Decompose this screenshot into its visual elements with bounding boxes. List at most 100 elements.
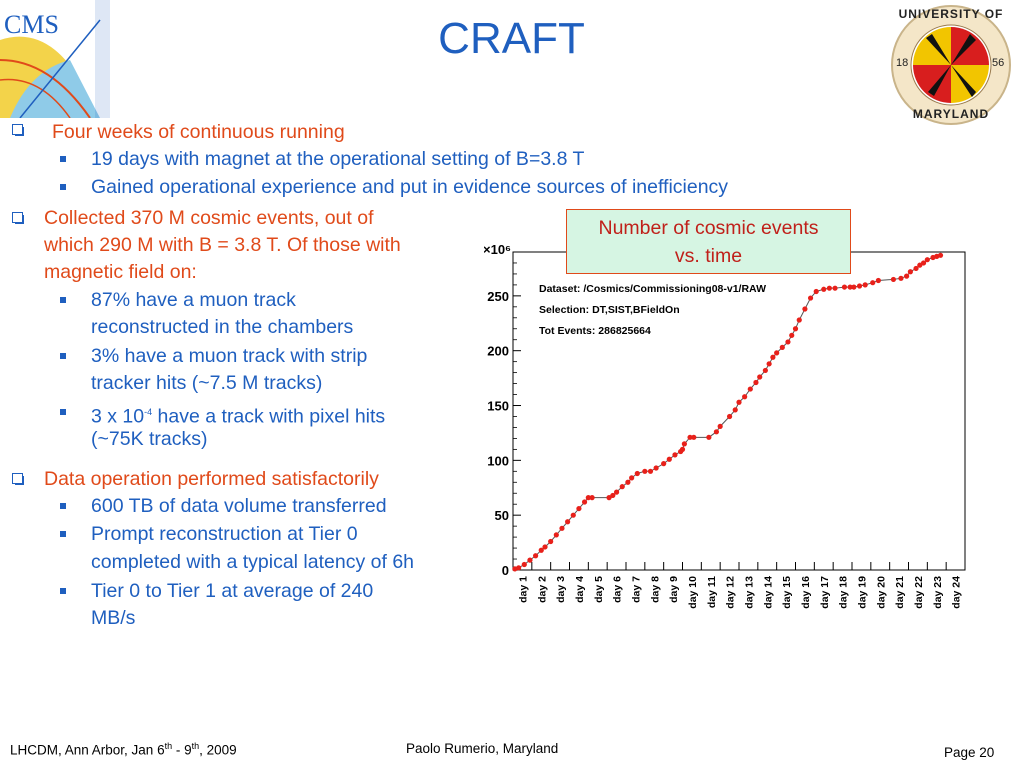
data-point [807, 295, 814, 301]
dataset-info-line: Selection: DT,SIST,BFieldOn [539, 304, 680, 316]
data-point [917, 262, 923, 268]
y-tick-label: 0 [502, 563, 509, 578]
dataset-info-line: Dataset: /Cosmics/Commissioning08-v1/RAW [539, 283, 766, 295]
chart-caption-box: Number of cosmic events vs. time [566, 209, 851, 274]
square-bullet-icon [60, 184, 66, 190]
bullet-3-sub-2-line-1: Prompt reconstruction at Tier 0 [91, 523, 358, 545]
plot-frame [512, 251, 966, 571]
data-point [762, 367, 768, 374]
data-point [770, 354, 776, 360]
x-tick-label: day 9 [668, 576, 680, 603]
bullet-2-sub-1-line-2: reconstructed in the chambers [91, 316, 354, 338]
data-point [634, 470, 640, 477]
x-tick-label: day 15 [781, 576, 793, 609]
data-point [516, 565, 522, 571]
data-point [666, 456, 672, 462]
x-tick-label: day 1 [517, 576, 529, 603]
data-point [717, 423, 723, 429]
data-point [687, 434, 693, 440]
data-point [747, 386, 753, 392]
y-tick-label: 250 [487, 289, 509, 304]
data-point [672, 452, 678, 458]
cosmic-events-chart: 0 50 100 150 200 250 ×10⁶ day 1 day 2 day 3 day 4 d… [483, 232, 972, 624]
box-bullet-icon [12, 473, 24, 485]
data-point [661, 461, 667, 467]
data-point [870, 280, 876, 286]
data-point [589, 495, 595, 501]
data-point [856, 283, 863, 289]
cms-logo-text: CMS [4, 10, 59, 39]
bullet-3-sub-3-line-1: Tier 0 to Tier 1 at average of 240 [91, 580, 374, 602]
data-point [821, 286, 827, 292]
square-bullet-icon [60, 353, 66, 359]
data-point [629, 475, 635, 481]
bullet-3: Data operation performed satisfactorily [44, 468, 379, 490]
x-tick-label: day 3 [555, 576, 567, 603]
slide-title: CRAFT [438, 14, 585, 63]
y-multiplier: ×10⁶ [484, 242, 511, 257]
bullet-2-sub-2-line-2: tracker hits (~7.5 M tracks) [91, 372, 323, 394]
box-bullet-icon [12, 124, 24, 136]
data-point [613, 489, 620, 495]
umd-seal-bottom-text: MARYLAND [912, 107, 990, 121]
x-tick-label: day 14 [762, 576, 774, 609]
x-tick-label: day 8 [649, 576, 661, 603]
square-bullet-icon [60, 409, 66, 415]
x-tick-label: day 10 [687, 576, 699, 609]
bullet-1-sub-2: Gained operational experience and put in… [91, 176, 729, 198]
data-point [538, 547, 544, 553]
bullet-2-line-3: magnetic field on: [44, 261, 197, 283]
data-point [779, 344, 785, 350]
x-tick-label: day 12 [725, 576, 737, 609]
y-tick-label: 150 [487, 399, 509, 414]
data-point [826, 285, 832, 291]
x-tick-label: day 11 [706, 576, 718, 608]
data-point [736, 399, 742, 405]
footer-author: Paolo Rumerio, Maryland [406, 741, 559, 756]
data-point [792, 326, 799, 332]
x-tick-label: day 20 [875, 576, 887, 609]
square-bullet-icon [60, 588, 66, 594]
data-point [862, 282, 868, 288]
data-point [691, 434, 697, 440]
data-point [610, 492, 616, 499]
data-point [681, 441, 687, 447]
bullet-2-line-2: which 290 M with B = 3.8 T. Of those wit… [44, 234, 401, 256]
cms-logo: CMS [0, 0, 110, 119]
data-point [766, 361, 772, 367]
data-point [913, 265, 919, 272]
x-tick-label: day 17 [819, 576, 831, 609]
data-point [774, 350, 780, 356]
square-bullet-icon [60, 531, 66, 537]
square-bullet-icon [60, 297, 66, 303]
data-point [565, 519, 571, 525]
box-bullet-icon [12, 212, 24, 224]
data-point [576, 505, 582, 512]
data-point [706, 434, 712, 440]
bullet-2-sub-3-line-2: (~75K tracks) [91, 428, 208, 450]
data-point [937, 252, 944, 258]
data-point [642, 468, 648, 474]
data-point [606, 495, 612, 501]
data-point [619, 484, 625, 490]
data-point [625, 479, 631, 485]
x-tick-label: day 6 [612, 576, 624, 603]
data-point [521, 561, 527, 568]
x-tick-label: day 19 [856, 576, 868, 609]
square-bullet-icon [60, 156, 66, 162]
x-tick-label: day 13 [743, 576, 755, 609]
x-tick-label: day 16 [800, 576, 812, 609]
bullet-2-sub-1-line-1: 87% have a muon track [91, 289, 296, 311]
data-point [581, 499, 588, 505]
x-tick-label: day 7 [630, 576, 642, 603]
x-tick-label: day 23 [932, 576, 944, 609]
data-point [898, 275, 904, 281]
bullet-2-line-1: Collected 370 M cosmic events, out of [44, 207, 374, 229]
bullet-1: Four weeks of continuous running [52, 121, 345, 143]
data-point [890, 276, 897, 283]
bullet-2-sub-2-line-1: 3% have a muon track with strip [91, 345, 368, 367]
data-point [713, 429, 719, 435]
data-point [851, 284, 857, 290]
chart-caption-line-2: vs. time [674, 245, 743, 267]
data-point [757, 374, 763, 380]
